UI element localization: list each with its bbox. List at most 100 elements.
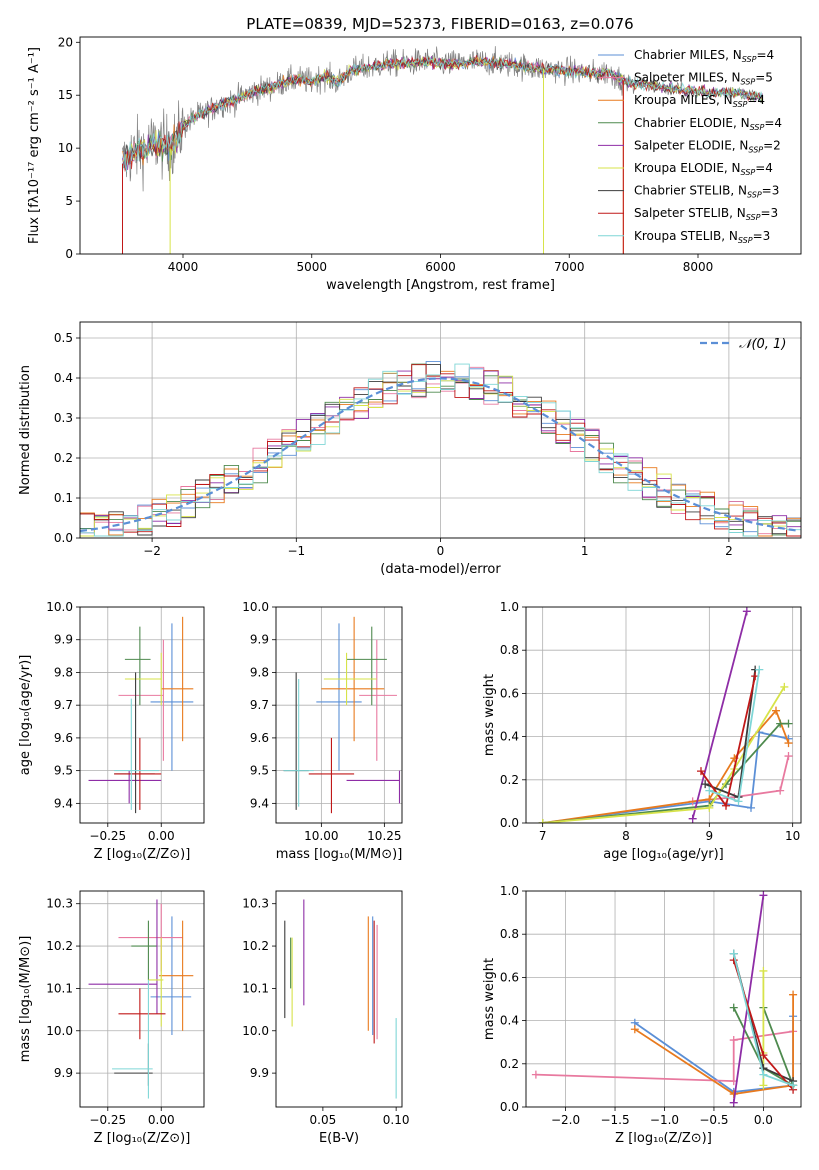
weight-marker — [531, 1070, 540, 1079]
axes-spectrum: 4000 5000 6000 7000 8000 0 5 10 15 20 wavelength [… — [27, 35, 802, 293]
axes-mass-vs-Z: −0.25 0.00 9.9 10.0 10.1 10.2 10.3 Z [log₁₀(Z/Z… — [18, 890, 205, 1146]
errorbar-point — [88, 899, 158, 1014]
plot-area-spectrum — [121, 46, 763, 254]
y-tick-label: 0.4 — [54, 371, 73, 385]
axes-age-vs-Z: −0.25 0.00 9.4 9.5 9.6 9.7 9.8 9.9 10.0 Z [log₁₀(… — [18, 600, 205, 862]
x-tick-label: 10 — [785, 829, 800, 843]
y-tick-label: 20 — [58, 35, 73, 49]
weight-marker — [742, 607, 751, 616]
plot-area-weight-vs-age — [526, 607, 801, 823]
weight-marker — [729, 1036, 738, 1045]
errorbar-point — [118, 903, 183, 972]
weight-marker — [755, 665, 764, 674]
errorbar-point — [283, 672, 309, 810]
y-axis-label: Flux [fλ10⁻¹⁷ erg cm⁻² s⁻¹ A⁻¹] — [27, 47, 42, 244]
errorbar-point — [112, 979, 153, 1099]
x-tick-label: 7 — [539, 829, 547, 843]
errorbar-point — [114, 1043, 153, 1086]
x-axis-label: wavelength [Angstrom, rest frame] — [326, 278, 555, 293]
y-tick-label: 9.9 — [250, 1066, 269, 1080]
x-tick-label: 10.00 — [304, 829, 338, 843]
y-tick-label: 0.6 — [500, 686, 519, 700]
axes-frame — [79, 606, 205, 824]
errorbar-point — [346, 770, 401, 804]
x-tick-label: 0.10 — [383, 1113, 410, 1127]
y-tick-label: 9.9 — [54, 633, 73, 647]
weight-marker — [722, 801, 730, 810]
weight-marker — [780, 682, 789, 691]
errorbar-point — [161, 616, 194, 742]
x-axis-label: age [log₁₀(age/yr)] — [603, 847, 724, 862]
axes-weight-vs-Z: −2.0 −1.5 −1.0 −0.5 0.0 0.0 0.2 0.4 0.6 0.8 1.0 Z [… — [482, 884, 802, 1146]
errorbar-point — [124, 626, 151, 706]
errorbar-point — [114, 698, 160, 810]
legend-label: Salpeter MILES, NSSP=5 — [634, 71, 773, 87]
weight-line — [732, 1007, 795, 1088]
x-tick-label: −1 — [287, 544, 305, 558]
errorbar-point — [150, 623, 194, 771]
y-tick-label: 0.4 — [500, 730, 519, 744]
y-tick-label: 0.0 — [500, 816, 519, 830]
y-tick-label: 10.0 — [46, 600, 73, 614]
axes-frame — [79, 321, 802, 539]
y-axis-label: Normed distribution — [18, 365, 33, 495]
weight-marker — [784, 719, 793, 728]
weight-marker — [729, 949, 738, 958]
x-tick-label: 7000 — [554, 260, 585, 274]
y-tick-label: 0.1 — [54, 491, 73, 505]
spectrum-legend: Chabrier MILES, NSSP=4 Salpeter MILES, NS… — [598, 48, 782, 245]
legend-label: Chabrier STELIB, NSSP=3 — [634, 184, 779, 200]
errorbar-point — [346, 626, 387, 706]
y-tick-label: 9.7 — [54, 698, 73, 712]
weight-marker — [688, 814, 697, 823]
legend-label: Chabrier MILES, NSSP=4 — [634, 48, 774, 64]
weight-marker — [776, 719, 785, 728]
y-tick-label: 0.8 — [500, 927, 519, 941]
plot-area-residuals — [80, 322, 801, 538]
y-tick-label: 10 — [58, 141, 73, 155]
spectrum-model-line — [122, 57, 763, 167]
errorbar-point — [118, 988, 166, 1040]
legend-label: Salpeter ELODIE, NSSP=2 — [634, 138, 781, 154]
y-tick-label: 15 — [58, 88, 73, 102]
y-tick-label: 0.5 — [54, 331, 73, 345]
y-tick-label: 10.1 — [46, 981, 73, 995]
y-tick-label: 9.6 — [54, 731, 73, 745]
y-tick-label: 0.6 — [500, 970, 519, 984]
errorbar-point — [323, 652, 377, 706]
weight-marker — [784, 752, 793, 761]
y-tick-label: 10.0 — [242, 1024, 269, 1038]
x-axis-label: mass [log₁₀(M/M⊙)] — [276, 847, 403, 862]
y-tick-label: 0.0 — [500, 1100, 519, 1114]
y-axis-label: age [log₁₀(age/yr)] — [18, 655, 33, 776]
weight-marker — [705, 786, 714, 795]
x-axis-label: E(B-V) — [319, 1131, 359, 1146]
legend-label: Kroupa STELIB, NSSP=3 — [634, 229, 770, 245]
axes-mass-vs-EBV: 0.05 0.10 9.9 10.0 10.1 10.2 10.3 E(B-V) — [242, 890, 410, 1146]
x-tick-label: 0 — [437, 544, 445, 558]
weight-marker — [772, 706, 780, 715]
errorbar-point — [148, 937, 164, 1027]
axes-frame — [275, 890, 403, 1108]
y-tick-label: 1.0 — [500, 600, 519, 614]
x-tick-label: 4000 — [168, 260, 199, 274]
y-tick-label: 9.8 — [54, 665, 73, 679]
y-tick-label: 0.4 — [500, 1014, 519, 1028]
y-tick-label: 0.2 — [500, 773, 519, 787]
x-tick-label: −0.25 — [89, 829, 126, 843]
x-tick-label: −1.0 — [650, 1113, 679, 1127]
spectrum-model-line — [122, 55, 763, 173]
plot-area-mass-vs-EBV — [284, 899, 397, 1099]
y-tick-label: 0.2 — [500, 1057, 519, 1071]
y-tick-label: 10.2 — [242, 939, 269, 953]
x-axis-label: Z [log₁₀(Z/Z⊙)] — [94, 847, 191, 862]
errorbar-point — [316, 623, 362, 771]
y-tick-label: 10.3 — [242, 897, 269, 911]
y-tick-label: 0 — [65, 247, 73, 261]
x-tick-label: 0.00 — [148, 829, 175, 843]
figure-title: PLATE=0839, MJD=52373, FIBERID=0163, z=0… — [246, 15, 633, 33]
y-tick-label: 9.8 — [250, 665, 269, 679]
x-axis-label: Z [log₁₀(Z/Z⊙)] — [94, 1131, 191, 1146]
y-tick-label: 10.0 — [242, 600, 269, 614]
legend-label: Salpeter STELIB, NSSP=3 — [634, 206, 778, 222]
